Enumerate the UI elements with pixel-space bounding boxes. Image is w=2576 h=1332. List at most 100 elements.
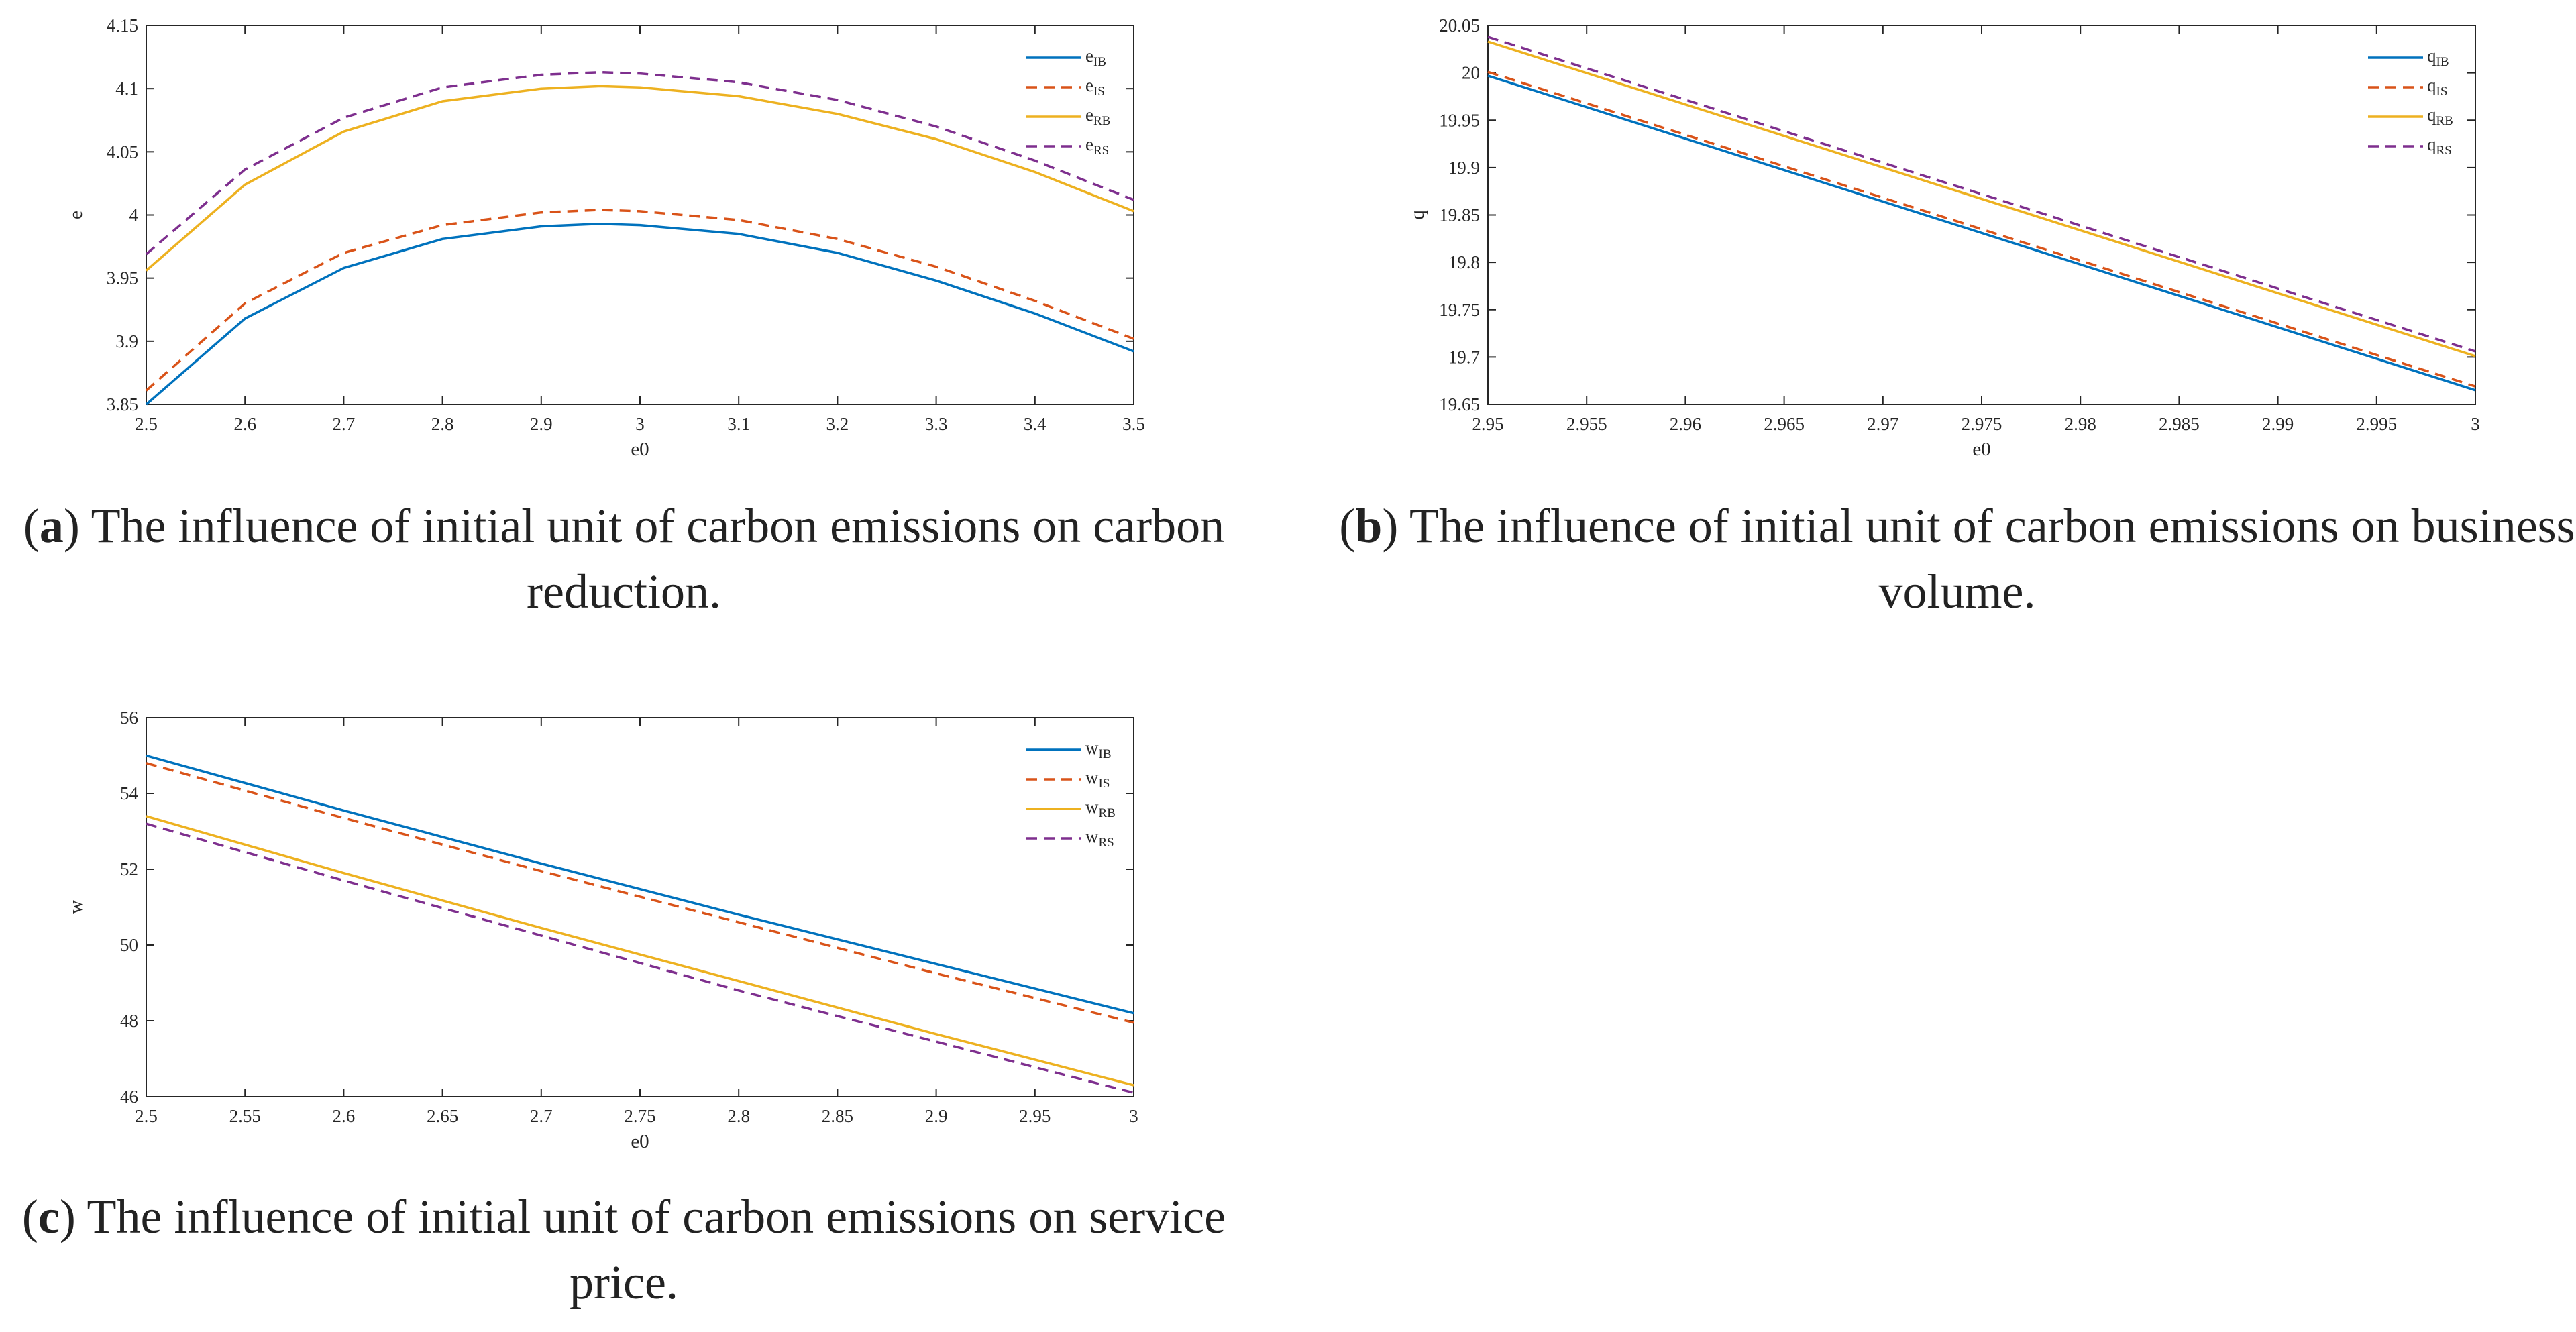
y-tick-label: 19.75 <box>1439 300 1480 320</box>
y-tick-label: 4.1 <box>115 78 138 99</box>
x-tick-label: 2.7 <box>530 1106 553 1126</box>
y-tick-label: 19.65 <box>1439 394 1480 414</box>
caption-b: (b) The influence of initial unit of car… <box>1339 499 2575 618</box>
caption-b-letter: b <box>1355 499 1383 553</box>
legend-c: wIB wIS wRB wRS <box>1026 738 1116 850</box>
legend-entry: wRS <box>1085 826 1114 850</box>
x-tick-label: 2.955 <box>1566 414 1607 434</box>
x-tick-label: 2.85 <box>822 1106 853 1126</box>
y-tick-label: 19.7 <box>1448 347 1480 367</box>
series-line-q-is <box>1487 70 2476 388</box>
legend-entry: qIS <box>2427 75 2447 99</box>
y-axis-label: e <box>65 211 87 219</box>
y-tick-label: 56 <box>120 708 138 728</box>
y-tick-label: 19.85 <box>1439 205 1480 225</box>
legend-entry: qIB <box>2427 46 2449 69</box>
y-tick-label: 52 <box>120 859 138 879</box>
x-tick-label: 3.3 <box>925 414 948 434</box>
legend-entry: wRB <box>1085 797 1116 820</box>
x-tick-label: 2.98 <box>2065 414 2096 434</box>
legend-entry: eRS <box>1085 134 1109 158</box>
x-tick-label: 2.97 <box>1867 414 1898 434</box>
legend-a: eIB eIS eRB eRS <box>1026 46 1110 158</box>
y-tick-label: 3.85 <box>107 394 138 414</box>
y-tick-label: 4 <box>129 205 139 225</box>
x-tick-label: 3 <box>1129 1106 1138 1126</box>
y-tick-label: 19.95 <box>1439 110 1480 130</box>
y-tick-label: 4.05 <box>107 142 138 162</box>
caption-a-letter: a <box>39 499 64 553</box>
caption-a-text: The influence of initial unit of carbon … <box>91 499 1225 618</box>
x-tick-label: 2.9 <box>530 414 553 434</box>
x-tick-label: 2.6 <box>233 414 256 434</box>
y-tick-label: 54 <box>120 783 139 803</box>
y-axis-label: q <box>1407 210 1428 220</box>
x-tick-label: 2.6 <box>333 1106 356 1126</box>
x-tick-label: 2.5 <box>135 414 158 434</box>
series-line-w-is <box>146 762 1134 1024</box>
y-tick-label: 20 <box>1462 63 1480 83</box>
x-axis-label: e0 <box>631 1131 649 1152</box>
plot-area-b <box>1487 25 2476 405</box>
x-tick-label: 2.65 <box>427 1106 458 1126</box>
x-tick-label: 2.99 <box>2262 414 2294 434</box>
y-tick-label: 4.15 <box>107 15 138 36</box>
legend-entry: qRB <box>2427 105 2453 128</box>
chart-c: 2.5 2.55 2.6 2.65 2.7 2.75 2.8 2.85 2.9 2.95 3 46 48… <box>65 708 1138 1152</box>
series-line-e-ib <box>145 222 1134 406</box>
legend-entry: wIS <box>1085 767 1110 791</box>
series-line-q-ib <box>1487 74 2476 392</box>
x-tick-label: 3 <box>635 414 645 434</box>
caption-c-letter: c <box>38 1190 60 1243</box>
x-tick-label: 3.5 <box>1122 414 1145 434</box>
plot-area-c <box>146 717 1134 1097</box>
x-tick-label: 3.4 <box>1024 414 1046 434</box>
x-tick-label: 2.55 <box>229 1106 261 1126</box>
legend-entry: wIB <box>1085 738 1112 761</box>
series-line-q-rb <box>1487 40 2476 357</box>
x-tick-label: 2.96 <box>1670 414 1701 434</box>
x-axis-label: e0 <box>631 439 649 460</box>
x-tick-label: 2.8 <box>727 1106 750 1126</box>
x-tick-label: 3 <box>2471 414 2480 434</box>
caption-c: (c) The influence of initial unit of car… <box>21 1190 1226 1309</box>
y-tick-label: 19.9 <box>1448 158 1480 178</box>
x-tick-label: 2.95 <box>1019 1106 1051 1126</box>
x-axis-label: e0 <box>1972 439 1990 460</box>
x-tick-label: 2.8 <box>431 414 454 434</box>
x-tick-label: 2.9 <box>925 1106 948 1126</box>
x-tick-label: 2.995 <box>2356 414 2397 434</box>
series-line-w-rs <box>146 822 1134 1094</box>
caption-c-text: The influence of initial unit of carbon … <box>87 1190 1226 1309</box>
y-axis-label: w <box>65 900 87 914</box>
x-tick-label: 2.95 <box>1472 414 1503 434</box>
x-tick-label: 2.975 <box>1962 414 2002 434</box>
x-tick-label: 2.965 <box>1764 414 1805 434</box>
y-tick-label: 50 <box>120 935 138 955</box>
series-line-q-rs <box>1487 36 2476 353</box>
chart-b: 2.95 2.955 2.96 2.965 2.97 2.975 2.98 2.985 2.99… <box>1407 15 2480 460</box>
x-tick-label: 3.1 <box>727 414 750 434</box>
y-tick-label: 3.95 <box>107 268 138 288</box>
y-tick-label: 48 <box>120 1011 138 1031</box>
y-tick-label: 20.05 <box>1439 15 1480 36</box>
x-tick-label: 2.75 <box>624 1106 655 1126</box>
plot-area-a <box>146 25 1134 405</box>
y-tick-label: 19.8 <box>1448 252 1480 272</box>
legend-entry: eIB <box>1085 46 1106 69</box>
y-tick-label: 3.9 <box>115 331 138 351</box>
legend-b: qIB qIS qRB qRS <box>2368 46 2453 158</box>
legend-entry: eIS <box>1085 75 1105 99</box>
series-line-e-rb <box>145 85 1134 272</box>
caption-b-text: The influence of initial unit of carbon … <box>1409 499 2575 618</box>
legend-entry: eRB <box>1085 105 1110 128</box>
series-line-e-is <box>145 209 1134 392</box>
x-tick-label: 2.5 <box>135 1106 158 1126</box>
x-tick-label: 2.7 <box>333 414 356 434</box>
legend-entry: qRS <box>2427 134 2452 158</box>
series-line-w-ib <box>146 754 1134 1015</box>
caption-a: (a) The influence of initial unit of car… <box>23 499 1225 618</box>
series-line-w-rb <box>146 815 1134 1087</box>
series-line-e-rs <box>145 70 1134 256</box>
